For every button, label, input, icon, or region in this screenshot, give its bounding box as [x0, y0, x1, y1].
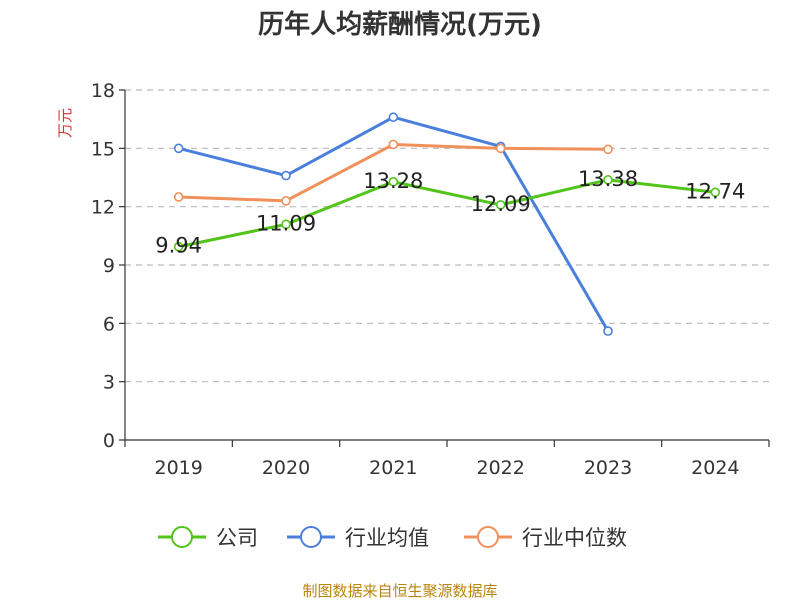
data-point: [710, 187, 721, 198]
data-point: [603, 175, 613, 185]
y-tick-label: 15: [91, 138, 115, 160]
data-point: [388, 176, 399, 187]
data-point: [281, 196, 291, 206]
data-point: [603, 326, 613, 336]
x-tick-label: 2023: [584, 457, 632, 479]
series-line-0: [178, 178, 716, 249]
grid-lines: [125, 89, 769, 383]
legend-item-0[interactable]: 公司: [158, 526, 258, 550]
x-tick-label: 2022: [476, 457, 524, 479]
data-point: [388, 112, 399, 123]
y-tick-label: 6: [103, 313, 115, 335]
legend-label: 行业中位数: [522, 526, 627, 550]
y-tick-label: 9: [103, 255, 115, 277]
series-lines: [173, 112, 721, 336]
y-axis-label: 万元: [56, 108, 74, 138]
x-tick-label: 2019: [154, 457, 202, 479]
source-note: 制图数据来自恒生聚源数据库: [302, 582, 497, 600]
legend-marker-icon: [300, 526, 322, 548]
x-tick-label: 2024: [691, 457, 739, 479]
data-label: 13.38: [578, 167, 638, 191]
legend-marker-icon: [477, 526, 499, 548]
legend-item-2[interactable]: 行业中位数: [464, 526, 627, 550]
y-tick-label: 0: [103, 430, 115, 452]
legend[interactable]: 公司 行业均值 行业中位数: [158, 526, 627, 550]
y-tick-label: 18: [91, 80, 115, 102]
data-label: 11.09: [256, 211, 316, 235]
data-point: [388, 139, 399, 150]
chart-title: 历年人均薪酬情况(万元): [258, 9, 542, 40]
legend-marker-icon: [171, 526, 193, 548]
legend-label: 行业均值: [345, 526, 429, 550]
y-tick-label: 12: [91, 197, 115, 219]
x-tick-label: 2021: [369, 457, 417, 479]
legend-item-1[interactable]: 行业均值: [287, 526, 429, 550]
data-point: [281, 219, 291, 230]
data-point: [495, 200, 506, 210]
data-point: [173, 192, 184, 202]
data-point: [281, 170, 291, 181]
data-label: 13.28: [363, 169, 423, 193]
legend-label: 公司: [216, 526, 258, 550]
data-point: [495, 143, 506, 154]
axes: 0 3 6 9 12 15 18 2019 2020 2021 2022 2023 2024: [91, 80, 770, 479]
data-point: [173, 143, 184, 154]
data-point: [603, 144, 613, 155]
data-label: 9.94: [155, 234, 202, 258]
data-point: [173, 241, 184, 252]
data-labels: 9.94 11.09 13.28 12.09 13.38 12.74: [155, 167, 745, 258]
y-tick-label: 3: [103, 372, 115, 394]
data-label: 12.09: [471, 192, 531, 216]
data-label: 12.74: [685, 179, 745, 203]
x-tick-label: 2020: [262, 457, 310, 479]
